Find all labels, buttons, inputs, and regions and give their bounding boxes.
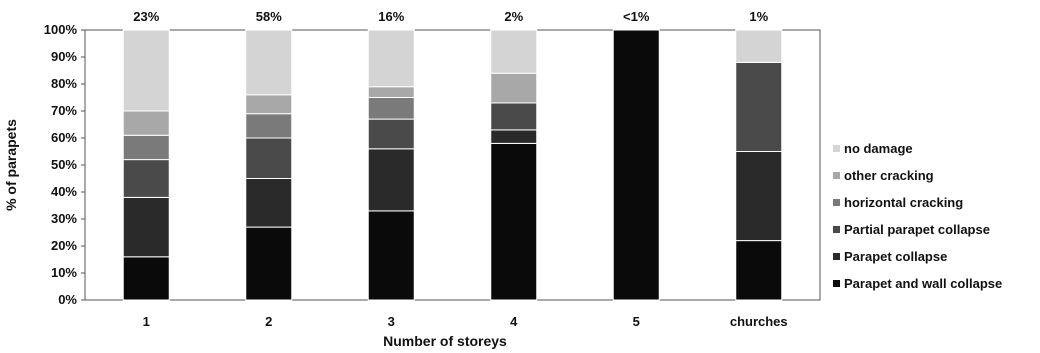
bar-segment-partial-parapet-collapse-1 xyxy=(122,159,170,198)
legend: no damage other cracking horizontal cracki… xyxy=(833,141,1002,291)
bar-segment-no-damage-churches xyxy=(735,29,783,63)
bar-segment-parapet-and-wall-collapse-churches xyxy=(735,240,783,301)
bar-segment-other-cracking-3 xyxy=(367,86,415,98)
x-tick-label: 1 xyxy=(143,314,150,329)
legend-label: no damage xyxy=(844,141,913,156)
bar-segment-partial-parapet-collapse-3 xyxy=(367,118,415,150)
y-tick-label: 50% xyxy=(51,157,77,172)
bar-segment-parapet-collapse-churches xyxy=(735,151,783,242)
bar-segment-parapet-collapse-3 xyxy=(367,148,415,212)
bar-segment-partial-parapet-collapse-churches xyxy=(735,61,783,152)
x-tick-label: churches xyxy=(730,314,788,329)
y-axis-title: % of parapets xyxy=(3,119,19,211)
bar-segment-no-damage-1 xyxy=(122,29,170,112)
legend-label: Partial parapet collapse xyxy=(844,222,990,237)
bar-segment-other-cracking-2 xyxy=(245,94,293,115)
bar-top-label: 23% xyxy=(133,9,159,24)
y-tick-label: 70% xyxy=(51,103,77,118)
bar-segment-no-damage-4 xyxy=(490,29,538,74)
bar-segment-horizontal-cracking-3 xyxy=(367,97,415,120)
legend-label: other cracking xyxy=(844,168,934,183)
y-tick-label: 30% xyxy=(51,211,77,226)
y-axis-ticks: 0% 10% 20% 30% 40% 50% 60% 70% 80% 90% 100% xyxy=(44,22,85,307)
bar-segment-parapet-collapse-2 xyxy=(245,178,293,228)
bar-segment-horizontal-cracking-2 xyxy=(245,113,293,139)
bar-segment-parapet-and-wall-collapse-3 xyxy=(367,210,415,301)
bar-segment-parapet-and-wall-collapse-2 xyxy=(245,226,293,301)
plot-area-frame xyxy=(84,29,821,301)
bar-segment-no-damage-2 xyxy=(245,29,293,96)
bar-segment-partial-parapet-collapse-4 xyxy=(490,102,538,131)
bar-segment-parapet-and-wall-collapse-4 xyxy=(490,142,538,301)
legend-label: Parapet and wall collapse xyxy=(844,276,1002,291)
bars-group xyxy=(122,29,783,301)
legend-swatch xyxy=(833,172,840,179)
x-tick-label: 4 xyxy=(510,314,518,329)
bar-segment-horizontal-cracking-1 xyxy=(122,134,170,161)
bar-segment-parapet-collapse-4 xyxy=(490,129,538,144)
x-tick-label: 5 xyxy=(633,314,640,329)
bar-segment-other-cracking-1 xyxy=(122,110,170,136)
bar-top-label: 2% xyxy=(504,9,523,24)
legend-swatch xyxy=(833,253,840,260)
y-tick-label: 80% xyxy=(51,76,77,91)
legend-label: horizontal cracking xyxy=(844,195,963,210)
legend-swatch xyxy=(833,280,840,287)
bar-top-labels: 23% 58% 16% 2% <1% 1% xyxy=(133,9,768,24)
y-tick-label: 0% xyxy=(58,292,77,307)
y-tick-label: 40% xyxy=(51,184,77,199)
bar-top-label: 1% xyxy=(749,9,768,24)
legend-label: Parapet collapse xyxy=(844,249,947,264)
legend-swatch xyxy=(833,145,840,152)
y-tick-label: 100% xyxy=(44,22,78,37)
bar-top-label: 58% xyxy=(256,9,282,24)
legend-swatch xyxy=(833,226,840,233)
legend-swatch xyxy=(833,199,840,206)
bar-segment-parapet-and-wall-collapse-1 xyxy=(122,256,170,301)
bar-segment-other-cracking-4 xyxy=(490,72,538,104)
x-tick-label: 2 xyxy=(265,314,272,329)
bar-top-label: <1% xyxy=(623,9,650,24)
x-tick-label: 3 xyxy=(388,314,395,329)
x-axis-title: Number of storeys xyxy=(383,333,507,349)
x-axis-ticks: 1 2 3 4 5 churches xyxy=(143,314,788,329)
bar-segment-parapet-collapse-1 xyxy=(122,196,170,258)
bar-segment-parapet-and-wall-collapse-5 xyxy=(612,29,660,301)
bar-top-label: 16% xyxy=(378,9,404,24)
y-tick-label: 20% xyxy=(51,238,77,253)
y-tick-label: 90% xyxy=(51,49,77,64)
y-tick-label: 10% xyxy=(51,265,77,280)
bar-segment-no-damage-3 xyxy=(367,29,415,88)
y-tick-label: 60% xyxy=(51,130,77,145)
bar-segment-partial-parapet-collapse-2 xyxy=(245,137,293,179)
